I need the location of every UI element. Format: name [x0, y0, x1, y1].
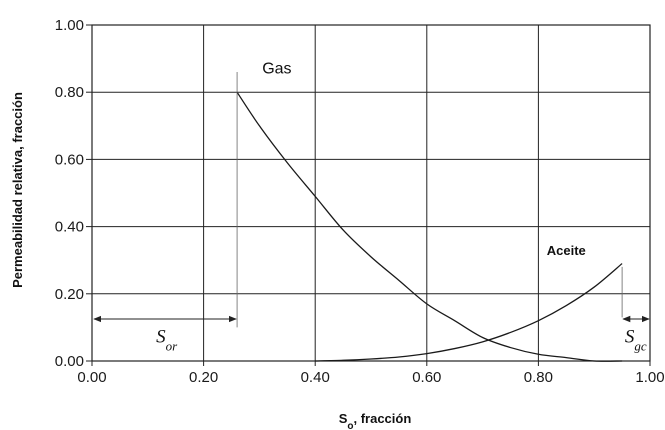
sor-label-main: S — [156, 327, 166, 348]
y-axis-title: Permeabilidad relativa, fracción — [10, 92, 25, 288]
series-label-gas: Gas — [262, 61, 291, 78]
x-tick-label: 0.20 — [189, 369, 218, 386]
y-tick-label: 0.20 — [55, 286, 84, 303]
tick-labels: 0.00 0.20 0.40 0.60 0.80 1.00 0.00 0.20 0.40 0.60… — [55, 17, 665, 386]
y-tick-label: 1.00 — [55, 17, 84, 34]
sor-label-sub: or — [166, 338, 179, 353]
sgc-label-main: S — [625, 327, 635, 348]
x-tick-label: 0.00 — [77, 369, 106, 386]
x-tick-label: 0.60 — [412, 369, 441, 386]
y-tick-label: 0.60 — [55, 151, 84, 168]
sgc-label-sub: gc — [634, 338, 647, 353]
sor-label: Sor — [156, 327, 178, 354]
series-line-aceite — [315, 263, 623, 362]
x-axis-title: So, fracción — [339, 411, 412, 430]
x-tick-label: 0.80 — [524, 369, 553, 386]
y-tick-label: 0.00 — [55, 353, 84, 370]
annotations: Sor Sgc — [93, 72, 650, 354]
y-tick-label: 0.40 — [55, 219, 84, 236]
series-label-aceite: Aceite — [547, 243, 586, 258]
x-tick-label: 1.00 — [635, 369, 664, 386]
x-tick-label: 0.40 — [301, 369, 330, 386]
sgc-label: Sgc — [625, 327, 647, 354]
grid — [86, 24, 651, 366]
series-line-gas — [236, 91, 623, 362]
y-tick-label: 0.80 — [55, 84, 84, 101]
plot-frame — [91, 24, 651, 362]
series-group: Gas Aceite — [236, 61, 623, 362]
